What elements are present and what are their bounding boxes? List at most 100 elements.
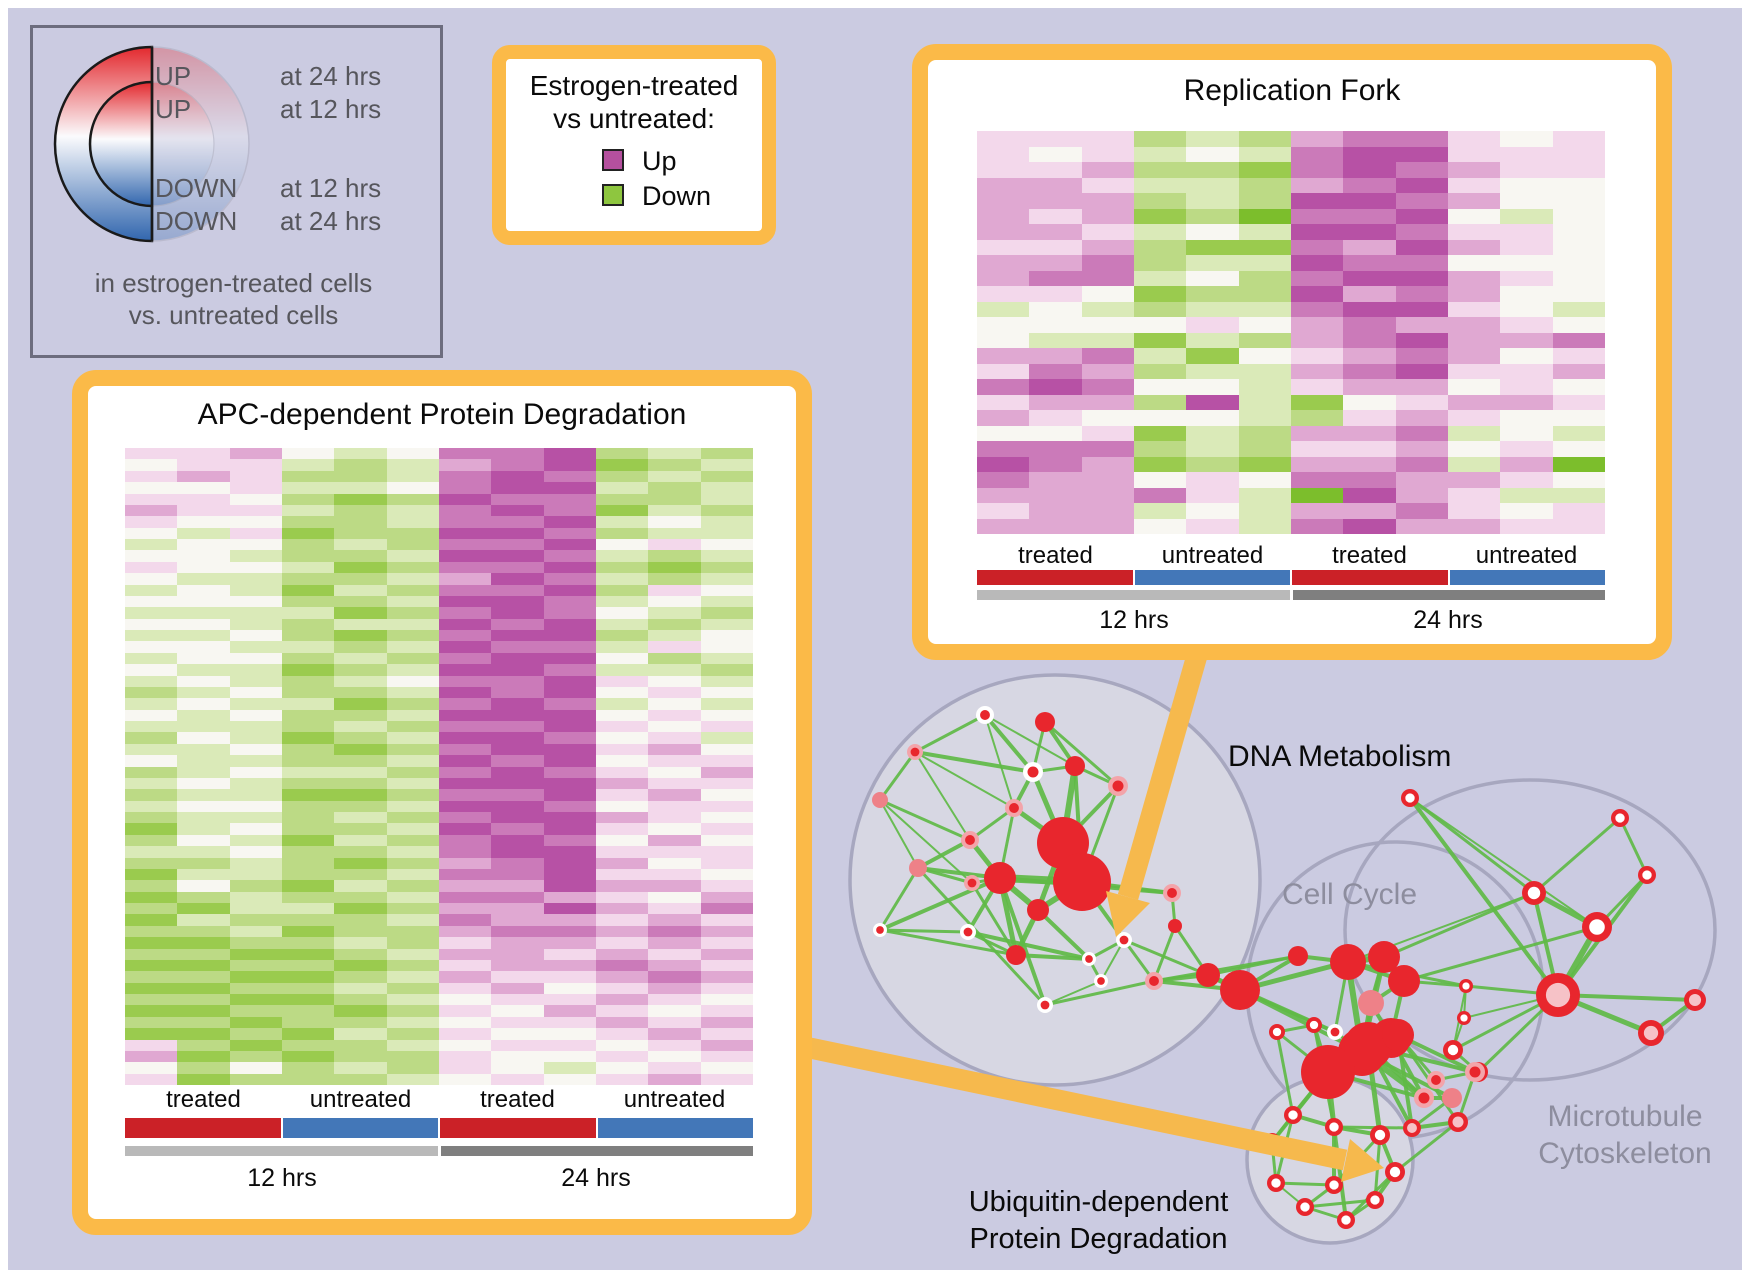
heatmap-cell: [1290, 487, 1344, 503]
heatmap-cell: [700, 675, 753, 687]
heatmap-cell: [648, 857, 701, 869]
heatmap-cell: [177, 482, 230, 494]
heatmap-cell: [177, 1073, 230, 1085]
heatmap-cell: [334, 516, 387, 528]
rf-group-label: treated: [1018, 542, 1093, 569]
heatmap-cell: [438, 766, 492, 778]
heatmap-cell: [386, 743, 439, 756]
heatmap-cell: [1500, 332, 1553, 348]
heatmap-cell: [177, 823, 230, 835]
heatmap-cell: [229, 595, 282, 608]
heatmap-cell: [595, 527, 649, 539]
heatmap-cell: [125, 618, 178, 630]
network-node-core: [1643, 1025, 1659, 1041]
heatmap-cell: [229, 868, 282, 881]
heatmap-cell: [491, 516, 544, 528]
heatmap-cell: [386, 652, 439, 665]
heatmap-cell: [386, 550, 439, 562]
heatmap-cell: [386, 698, 439, 710]
heatmap-cell: [1133, 177, 1187, 193]
heatmap-cell: [1552, 270, 1605, 286]
heatmap-cell: [281, 698, 335, 710]
heatmap-cell: [1186, 193, 1239, 209]
heatmap-cell: [334, 937, 387, 949]
heatmap-cell: [177, 573, 230, 585]
heatmap-cell: [700, 561, 753, 574]
heatmap-cell: [1238, 255, 1291, 271]
network-edge: [879, 799, 919, 869]
heatmap-cell: [1238, 301, 1291, 317]
heatmap-cell: [229, 1028, 282, 1040]
heatmap-cell: [1447, 131, 1501, 147]
heatmap-cell: [177, 698, 230, 710]
heatmap-cell: [1343, 441, 1396, 457]
heatmap-cell: [177, 1050, 230, 1063]
heatmap-cell: [1552, 286, 1605, 302]
untreated-bar: [1449, 570, 1605, 585]
heatmap-cell: [1029, 131, 1082, 147]
heatmap-cell: [700, 789, 753, 801]
heatmap-cell: [281, 595, 335, 608]
heatmap-cell: [595, 504, 649, 517]
heatmap-cell: [386, 925, 439, 938]
heatmap-cell: [229, 1016, 282, 1029]
heatmap-cell: [334, 1039, 387, 1051]
heatmap-cell: [1029, 425, 1082, 441]
heatmap-cell: [491, 755, 544, 767]
heatmap-cell: [229, 698, 282, 710]
heatmap-cell: [1552, 456, 1605, 472]
network-edge: [1036, 908, 1091, 961]
heatmap-cell: [543, 516, 596, 528]
heatmap-cell: [977, 239, 1030, 255]
heatmap-cell: [125, 755, 178, 767]
heatmap-cell: [1447, 193, 1501, 209]
heatmap-cell: [229, 675, 282, 687]
heatmap-cell: [595, 857, 649, 869]
heatmap-cell: [491, 470, 544, 483]
heatmap-cell: [438, 959, 492, 972]
heatmap-cell: [543, 777, 596, 790]
network-edge: [1044, 979, 1155, 1007]
heatmap-cell: [648, 971, 701, 983]
heatmap-cell: [700, 846, 753, 858]
heatmap-cell: [177, 812, 230, 824]
heatmap-cell: [491, 709, 544, 721]
network-node-core: [1288, 1110, 1298, 1120]
heatmap-cell: [543, 800, 596, 812]
heatmap-cell: [125, 1073, 178, 1085]
heatmap-cell: [1029, 487, 1082, 503]
heatmap-cell: [1395, 487, 1448, 503]
network-edge: [914, 751, 971, 841]
heatmap-cell: [1029, 441, 1082, 457]
heatmap-cell: [595, 482, 649, 494]
heatmap-cell: [1395, 131, 1448, 147]
heatmap-cell: [334, 561, 387, 574]
heatmap-cell: [1500, 425, 1553, 441]
heatmap-cell: [648, 914, 701, 926]
heatmap-cell: [1133, 286, 1187, 302]
heatmap-cell: [648, 766, 701, 778]
heatmap-cell: [229, 504, 282, 517]
heatmap-cell: [1029, 177, 1082, 193]
heatmap-cell: [595, 823, 649, 835]
heatmap-cell: [125, 800, 178, 812]
network-node-core: [963, 927, 973, 937]
heatmap-cell: [438, 800, 492, 812]
heatmap-cell: [1081, 456, 1134, 472]
heatmap-cell: [1133, 394, 1187, 410]
heatmap-cell: [229, 743, 282, 756]
heatmap-cell: [177, 959, 230, 972]
heatmap-cell: [543, 823, 596, 835]
heatmap-cell: [1290, 193, 1344, 209]
heatmap-cell: [438, 903, 492, 915]
heatmap-cell: [386, 686, 439, 699]
heatmap-cell: [334, 721, 387, 733]
treated-bar: [125, 1118, 281, 1138]
heatmap-cell: [281, 1039, 335, 1051]
network-node: [1027, 899, 1049, 921]
heatmap-cell: [491, 550, 544, 562]
heatmap-cell: [595, 664, 649, 676]
heatmap-cell: [595, 914, 649, 926]
heatmap-cell: [386, 641, 439, 653]
heatmap-cell: [1290, 503, 1344, 519]
